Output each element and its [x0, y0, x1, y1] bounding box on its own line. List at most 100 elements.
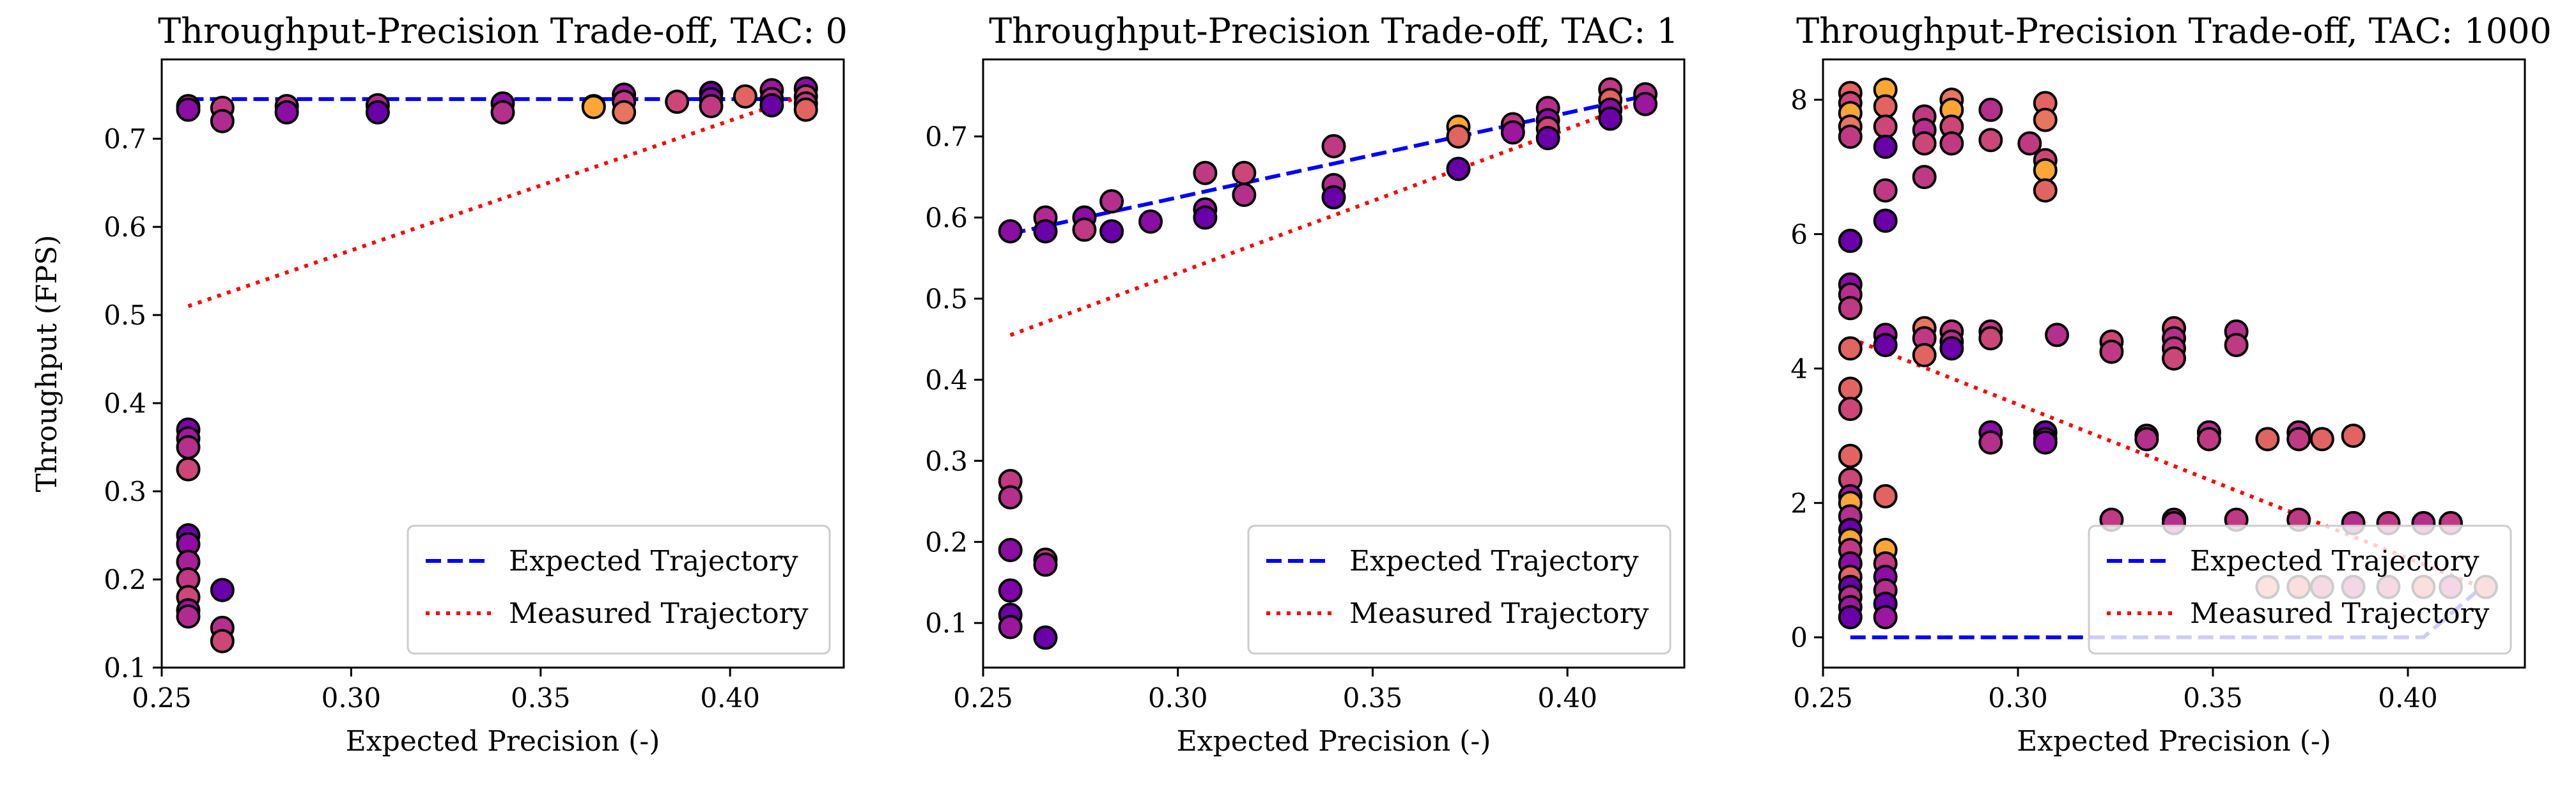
scatter-point: [1939, 336, 1964, 361]
scatter-point: [998, 485, 1023, 510]
scatter-point: [1873, 94, 1898, 119]
y-tick-label: 8: [1790, 84, 1808, 116]
chart-title: Throughput-Precision Trade-off, TAC: 0: [158, 11, 848, 51]
scatter-point: [1193, 160, 1218, 185]
y-tick-label: 0.3: [925, 445, 968, 477]
scatter-point: [176, 97, 201, 122]
y-tick-label: 0: [1790, 622, 1808, 654]
scatter-point: [1873, 333, 1898, 358]
scatter-point: [2033, 158, 2058, 183]
scatter-point: [1321, 185, 1346, 210]
x-tick-label: 0.40: [700, 682, 760, 714]
scatter-point: [176, 457, 201, 482]
scatter-point: [1838, 229, 1863, 254]
scatter-point: [2033, 107, 2058, 132]
y-tick-label: 6: [1790, 219, 1808, 250]
scatter-point: [2341, 424, 2366, 448]
scatter-point: [1873, 134, 1898, 159]
legend-box: [407, 524, 831, 655]
scatter-point: [1978, 326, 2003, 351]
scatter-point: [1873, 605, 1898, 630]
y-tick-label: 0.6: [104, 211, 146, 243]
scatter-point: [1099, 189, 1124, 214]
scatter-point: [2162, 346, 2186, 371]
scatter-point: [2309, 427, 2334, 452]
axes-frame: [160, 58, 845, 669]
scatter-point: [998, 219, 1023, 244]
scatter-point: [1099, 219, 1124, 244]
scatter-point: [2099, 339, 2124, 364]
scatter-point: [1033, 552, 1058, 577]
chart-panel-2: Throughput-Precision Trade-off, TAC: 1 0.…: [925, 11, 1686, 758]
scatter-point: [2134, 427, 2159, 452]
scatter-point: [210, 629, 235, 654]
chart-title: Throughput-Precision Trade-off, TAC: 1: [989, 11, 1679, 51]
scatter-point: [1232, 182, 1257, 207]
legend-box: [1247, 524, 1672, 655]
y-tick-label: 0.4: [104, 388, 146, 419]
x-tick-label: 0.30: [1148, 682, 1208, 714]
scatter-point: [2286, 427, 2311, 452]
chart-title: Throughput-Precision Trade-off, TAC: 100…: [1796, 11, 2552, 51]
scatter-point: [699, 94, 724, 119]
x-tick-label: 0.30: [1988, 682, 2048, 714]
legend: Expected Trajectory Measured Trajectory: [407, 524, 831, 655]
y-tick-label: 0.1: [104, 652, 146, 684]
scatter-point: [210, 109, 235, 134]
scatter-point: [1838, 124, 1863, 149]
scatter-point: [612, 100, 637, 125]
scatter-point: [2045, 323, 2069, 348]
scatter-point: [998, 537, 1023, 562]
scatter-point: [1873, 114, 1898, 139]
scatter-point: [1838, 296, 1863, 321]
y-tick-label: 0.7: [104, 123, 146, 155]
scatter-point: [1838, 397, 1863, 422]
y-tick-label: 4: [1790, 353, 1808, 385]
scatter-point: [2224, 333, 2249, 358]
legend-entry-label: Measured Trajectory: [509, 597, 809, 630]
scatter-point: [1598, 106, 1623, 131]
x-axis-label: Expected Precision (-): [346, 725, 660, 758]
chart-panel-3: Throughput-Precision Trade-off, TAC: 100…: [1790, 11, 2552, 758]
x-tick-label: 0.30: [322, 682, 382, 714]
scatter-point: [998, 578, 1023, 603]
scatter-point: [581, 95, 606, 119]
scatter-point: [2255, 427, 2280, 452]
y-tick-label: 2: [1790, 487, 1808, 519]
scatter-point: [1912, 165, 1937, 190]
y-tick-label: 0.2: [104, 564, 146, 595]
scatter-point: [1072, 217, 1097, 242]
scatter-point: [1033, 219, 1058, 244]
scatter-point: [2033, 430, 2058, 455]
legend-entry-label: Expected Trajectory: [1349, 545, 1639, 578]
scatter-point: [176, 435, 201, 460]
y-axis-label: Throughput (FPS): [31, 235, 63, 493]
scatter-point: [1321, 134, 1346, 158]
scatter-point: [1838, 336, 1863, 361]
x-tick-label: 0.35: [2183, 682, 2243, 714]
x-axis-label: Expected Precision (-): [1177, 725, 1491, 758]
x-tick-label: 0.40: [2378, 682, 2438, 714]
scatter-point: [1838, 443, 1863, 468]
plot-area: [176, 76, 818, 654]
scatter-point: [1873, 178, 1898, 203]
scatter-point: [274, 100, 299, 125]
x-tick-label: 0.25: [132, 682, 192, 714]
legend-entry-label: Expected Trajectory: [509, 545, 798, 578]
scatter-point: [759, 93, 784, 118]
x-tick-label: 0.40: [1537, 682, 1597, 714]
scatter-point: [998, 615, 1023, 639]
scatter-point: [1912, 131, 1937, 156]
x-tick-label: 0.25: [1793, 682, 1853, 714]
plot-area: [998, 77, 1658, 650]
scatter-point: [793, 97, 818, 122]
scatter-point: [1535, 126, 1560, 151]
axes-frame: [1822, 58, 2526, 669]
y-tick-label: 0.1: [925, 608, 968, 639]
y-tick-label: 0.3: [104, 476, 146, 507]
y-tick-label: 0.2: [925, 526, 968, 558]
scatter-point: [1912, 342, 1937, 367]
scatter-point: [1033, 625, 1058, 650]
scatter-point: [733, 84, 757, 109]
